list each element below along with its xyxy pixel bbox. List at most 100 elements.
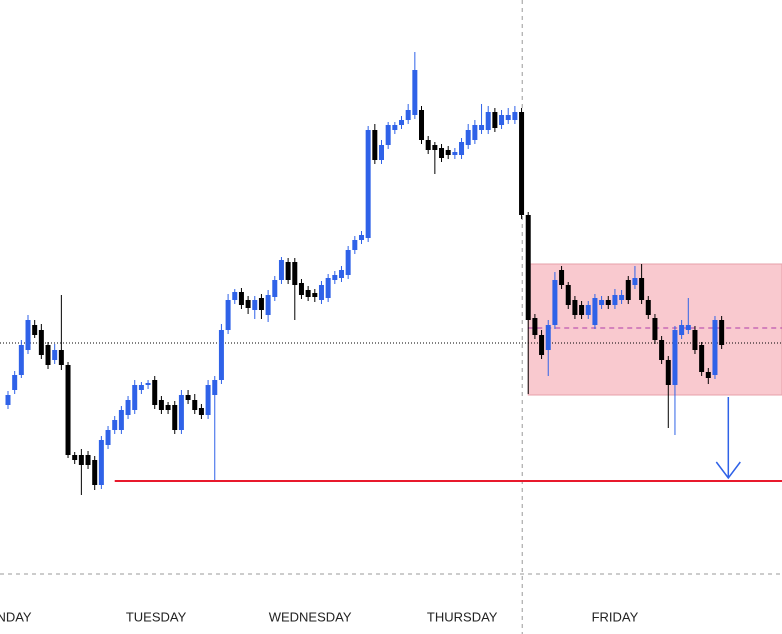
candle-body	[98, 440, 104, 485]
candle-body	[712, 320, 718, 375]
candle-body	[385, 125, 391, 145]
candle-body	[45, 345, 51, 365]
x-tick-label: TUESDAY	[126, 609, 187, 624]
candle-body	[612, 295, 618, 305]
candle-body	[125, 400, 131, 415]
candle-body	[265, 295, 271, 315]
candle-body	[425, 140, 431, 150]
candle-body	[185, 395, 191, 400]
candle-body	[85, 455, 91, 465]
candle-body	[445, 150, 451, 155]
candle-body	[405, 110, 411, 120]
candle-body	[625, 280, 631, 300]
candle-body	[205, 385, 211, 415]
candle-body	[452, 152, 458, 155]
candle-body	[645, 300, 651, 315]
candle-body	[432, 145, 438, 150]
candle-body	[699, 345, 705, 372]
x-tick-label: THURSDAY	[427, 609, 498, 624]
candle-body	[165, 405, 171, 410]
candle-body	[659, 340, 665, 360]
candle-body	[112, 420, 118, 430]
candle-body	[539, 335, 545, 355]
candle-body	[639, 278, 645, 300]
candle-body	[238, 292, 244, 305]
candle-body	[312, 293, 318, 297]
candle-body	[459, 142, 465, 155]
candle-body	[679, 325, 685, 335]
candle-body	[619, 295, 625, 300]
candle-body	[705, 372, 711, 378]
candle-body	[105, 430, 111, 445]
candle-body	[138, 385, 144, 390]
candle-body	[232, 292, 238, 300]
candle-body	[5, 395, 11, 405]
candle-body	[372, 130, 378, 160]
candle-body	[565, 285, 571, 305]
candle-body	[378, 145, 384, 160]
candle-body	[439, 148, 445, 158]
candle-body	[665, 360, 671, 385]
candle-body	[285, 262, 291, 280]
candle-body	[545, 325, 551, 350]
candle-body	[525, 215, 531, 320]
x-tick-label: WEDNESDAY	[269, 609, 352, 624]
candle-body	[18, 345, 24, 375]
candle-body	[278, 260, 284, 280]
candle-body	[152, 380, 158, 405]
candle-body	[672, 330, 678, 385]
candle-body	[78, 455, 84, 465]
candle-body	[325, 278, 331, 298]
candle-body	[572, 300, 578, 315]
candle-body	[198, 408, 204, 415]
candle-body	[38, 330, 44, 355]
candle-body	[399, 120, 405, 125]
candle-body	[519, 112, 525, 215]
candle-body	[358, 235, 364, 240]
candle-body	[512, 112, 518, 120]
candle-body	[352, 240, 358, 250]
candle-body	[58, 350, 64, 365]
arrow-head	[715, 461, 741, 480]
candle-body	[65, 365, 71, 455]
candle-body	[318, 285, 324, 300]
candle-body	[158, 400, 164, 410]
candle-body	[12, 375, 18, 390]
candle-body	[345, 250, 351, 275]
candle-body	[298, 283, 304, 295]
candle-body	[692, 330, 698, 350]
candle-body	[192, 400, 198, 410]
x-tick-label: NDAY	[0, 609, 32, 624]
candle-body	[492, 112, 498, 128]
candle-body	[392, 125, 398, 130]
candle-body	[72, 455, 78, 460]
candle-body	[505, 115, 511, 120]
candle-body	[465, 130, 471, 145]
candle-body	[579, 305, 585, 315]
candle-body	[178, 395, 184, 430]
candle-body	[172, 405, 178, 430]
candle-body	[212, 380, 218, 395]
candle-body	[52, 350, 58, 360]
candle-body	[472, 125, 478, 140]
candle-body	[218, 330, 224, 380]
candle-body	[258, 298, 264, 310]
candle-body	[225, 300, 231, 330]
candle-body	[32, 325, 38, 335]
candle-body	[272, 280, 278, 297]
candle-body	[479, 125, 485, 130]
candle-body	[292, 262, 298, 285]
candle-body	[332, 275, 338, 280]
candle-body	[485, 112, 491, 130]
x-tick-label: FRIDAY	[592, 609, 639, 624]
candle-body	[365, 130, 371, 238]
candle-body	[118, 410, 124, 430]
candle-body	[305, 290, 311, 297]
candle-body	[552, 280, 558, 325]
candle-body	[252, 300, 258, 310]
candle-body	[719, 320, 725, 345]
candle-body	[412, 70, 418, 115]
candle-body	[592, 298, 598, 325]
candle-body	[559, 270, 565, 285]
